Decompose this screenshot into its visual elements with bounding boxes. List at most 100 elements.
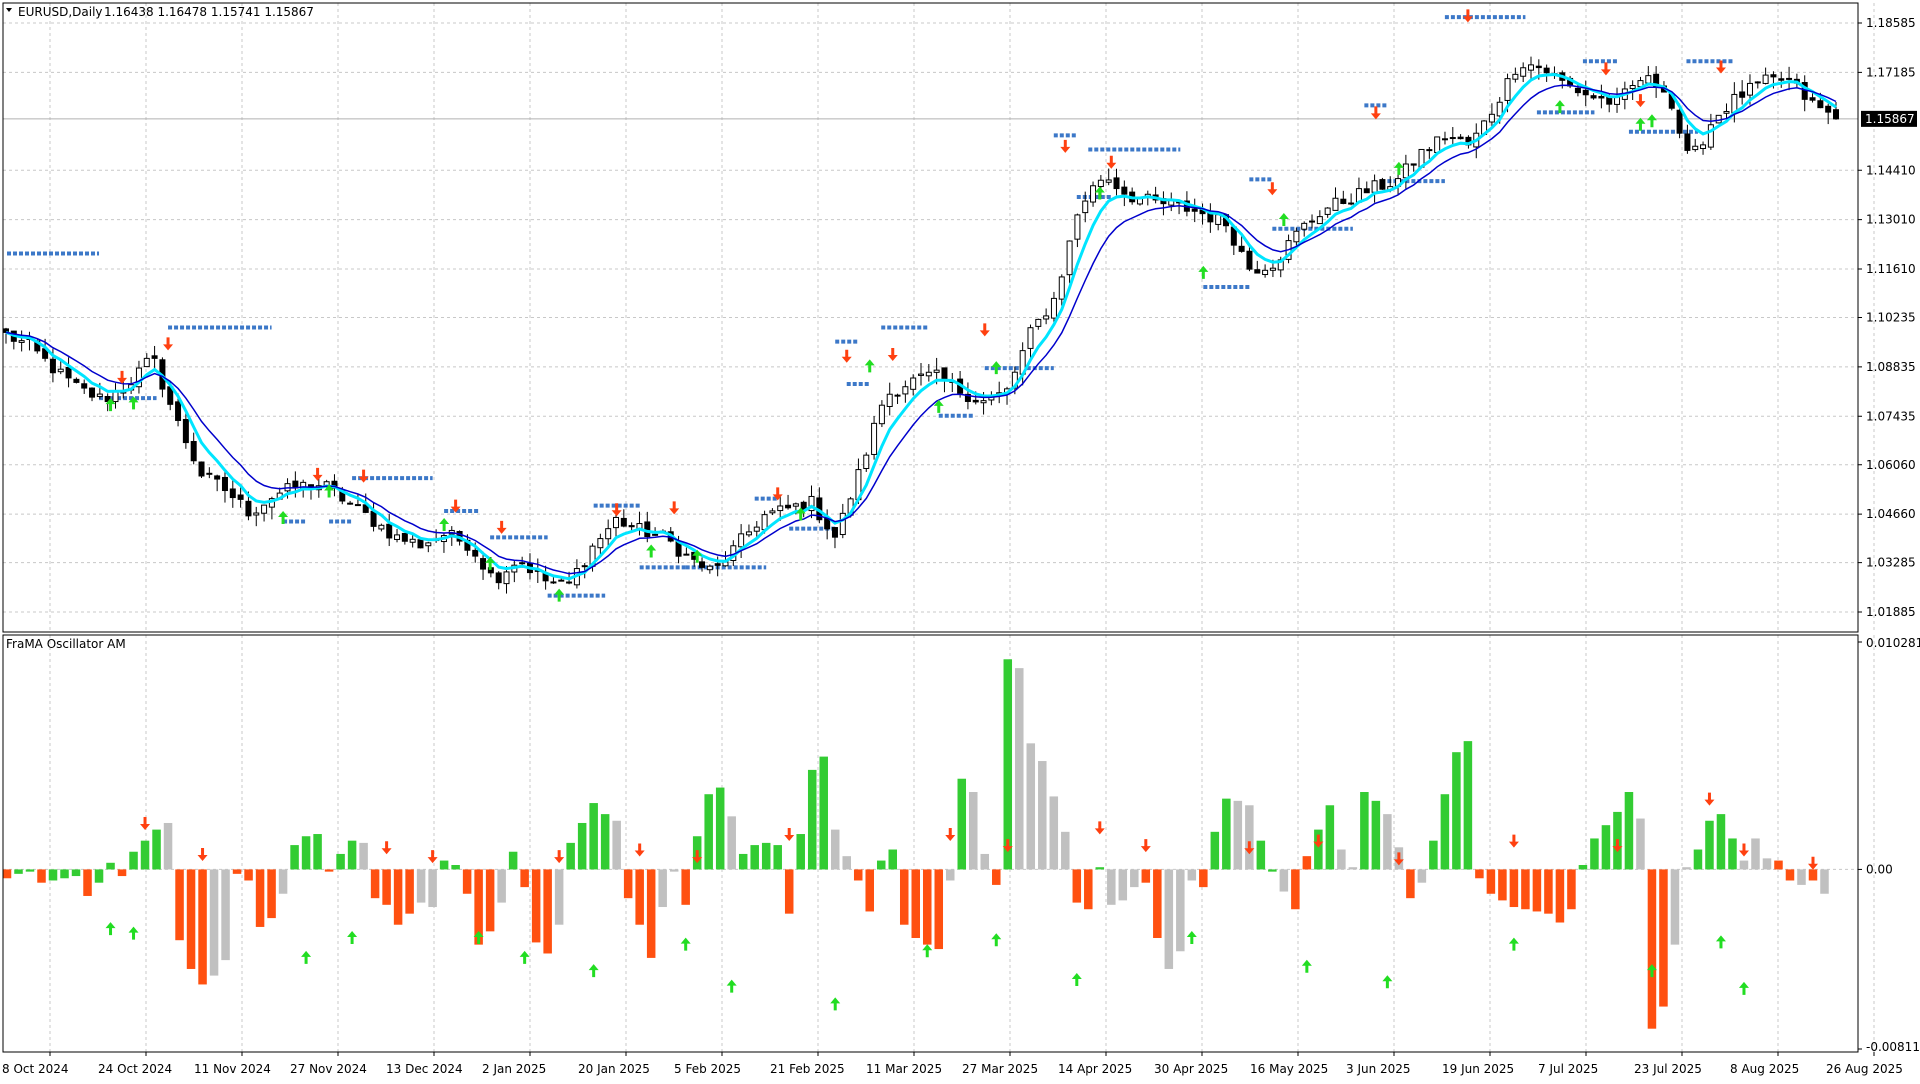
oscillator-bar	[416, 869, 426, 903]
price-tick-label: 1.03285	[1866, 556, 1916, 570]
candle-body	[1606, 96, 1613, 105]
candle-body	[503, 571, 510, 585]
oscillator-bar	[1670, 869, 1680, 945]
buy-arrow-icon	[1278, 212, 1289, 226]
oscillator-bar	[1509, 869, 1519, 908]
oscillator-bar	[807, 769, 817, 870]
oscillator-bar	[255, 869, 265, 927]
candle-body	[1746, 82, 1753, 96]
candle-body	[933, 369, 940, 373]
candle-body	[1316, 216, 1323, 225]
oscillator-bar	[336, 853, 345, 870]
candle-body	[1246, 250, 1253, 270]
oscillator-bar	[1636, 818, 1645, 870]
oscillator-bar	[313, 834, 322, 870]
candle-body	[1410, 163, 1417, 166]
candle-body	[221, 476, 228, 492]
candle-body	[206, 472, 213, 475]
oscillator-bar	[1383, 814, 1392, 870]
candle-body	[1833, 109, 1839, 120]
candle-body	[175, 401, 182, 421]
osc-sell-arrow-icon	[634, 843, 645, 857]
candle-body	[550, 581, 557, 584]
oscillator-bar	[784, 869, 794, 914]
candle-body	[1379, 179, 1386, 190]
candle-body	[18, 340, 25, 343]
price-arrows	[105, 9, 1726, 602]
candle-body	[964, 393, 971, 402]
oscillator-bar	[853, 869, 863, 881]
candle-body	[1090, 185, 1097, 203]
candle-body	[1504, 78, 1511, 101]
symbol-dropdown-icon[interactable]	[6, 8, 12, 12]
candle-body	[785, 504, 792, 509]
sell-arrow-icon	[772, 487, 783, 501]
candle-body	[1786, 77, 1793, 80]
oscillator-bar	[1463, 741, 1473, 870]
sell-arrow-icon	[450, 499, 461, 513]
osc-buy-arrow-icon	[922, 944, 933, 958]
oscillator-bar	[1486, 869, 1496, 894]
osc-buy-arrow-icon	[473, 930, 484, 944]
oscillator-bar	[865, 869, 874, 912]
oscillator-pane-border	[2, 634, 1859, 1053]
osc-buy-arrow-icon	[588, 964, 599, 978]
time-tick-label: 3 Jun 2025	[1346, 1062, 1411, 1076]
oscillator-bar	[1072, 869, 1082, 903]
oscillator-bar	[278, 869, 288, 894]
osc-buy-arrow-icon	[726, 979, 737, 993]
oscillator-bars	[2, 659, 1829, 1029]
oscillator-bar	[750, 845, 759, 870]
oscillator-bar	[60, 869, 69, 879]
osc-sell-arrow-icon	[140, 816, 151, 830]
candle-body	[808, 495, 815, 512]
frama-fast-line	[5, 72, 1837, 581]
current-price-value: 1.15867	[1865, 112, 1915, 126]
osc-sell-arrow-icon	[1002, 839, 1013, 853]
oscillator-bar	[1107, 869, 1116, 905]
oscillator-bar	[497, 869, 506, 903]
oscillator-bar	[1210, 831, 1220, 870]
oscillator-bar	[140, 840, 150, 870]
candle-body	[1770, 74, 1777, 78]
oscillator-bar	[1222, 798, 1231, 870]
osc-buy-arrow-icon	[519, 950, 530, 964]
sell-arrow-icon	[117, 370, 128, 384]
oscillator-bar	[267, 869, 276, 919]
oscillator-bar	[934, 869, 944, 950]
candle-body	[941, 367, 948, 381]
osc-buy-arrow-icon	[128, 926, 139, 940]
candle-body	[386, 523, 393, 539]
candle-body	[1121, 186, 1128, 195]
oscillator-bar	[992, 869, 1001, 885]
candle-body	[1723, 110, 1730, 114]
oscillator-bar	[1348, 867, 1358, 870]
oscillator-bar	[600, 814, 610, 870]
time-tick-label: 27 Mar 2025	[962, 1062, 1038, 1076]
grid-lines	[3, 3, 1875, 1052]
oscillator-bar	[1624, 792, 1634, 870]
candle-body	[1590, 95, 1597, 99]
buy-arrow-icon	[795, 507, 806, 521]
osc-sell-arrow-icon	[945, 828, 956, 842]
candle-body	[1238, 245, 1245, 252]
osc-sell-arrow-icon	[1612, 839, 1623, 853]
sell-arrow-icon	[887, 348, 898, 362]
candle-body	[1488, 113, 1495, 123]
oscillator-bar	[577, 822, 587, 870]
candle-body	[1700, 144, 1707, 150]
candle-body	[1309, 220, 1316, 223]
oscillator-bar	[1164, 869, 1174, 969]
osc-sell-arrow-icon	[1313, 834, 1324, 848]
time-tick-label: 21 Feb 2025	[770, 1062, 845, 1076]
candle-body	[1598, 95, 1605, 99]
candle-body	[1754, 81, 1761, 84]
buy-arrow-icon	[646, 544, 657, 558]
candle-body	[1825, 105, 1832, 113]
time-tick-label: 8 Oct 2024	[2, 1062, 69, 1076]
oscillator-bar	[1130, 869, 1139, 888]
time-tick-label: 19 Jun 2025	[1442, 1062, 1514, 1076]
candle-body	[1543, 67, 1550, 74]
